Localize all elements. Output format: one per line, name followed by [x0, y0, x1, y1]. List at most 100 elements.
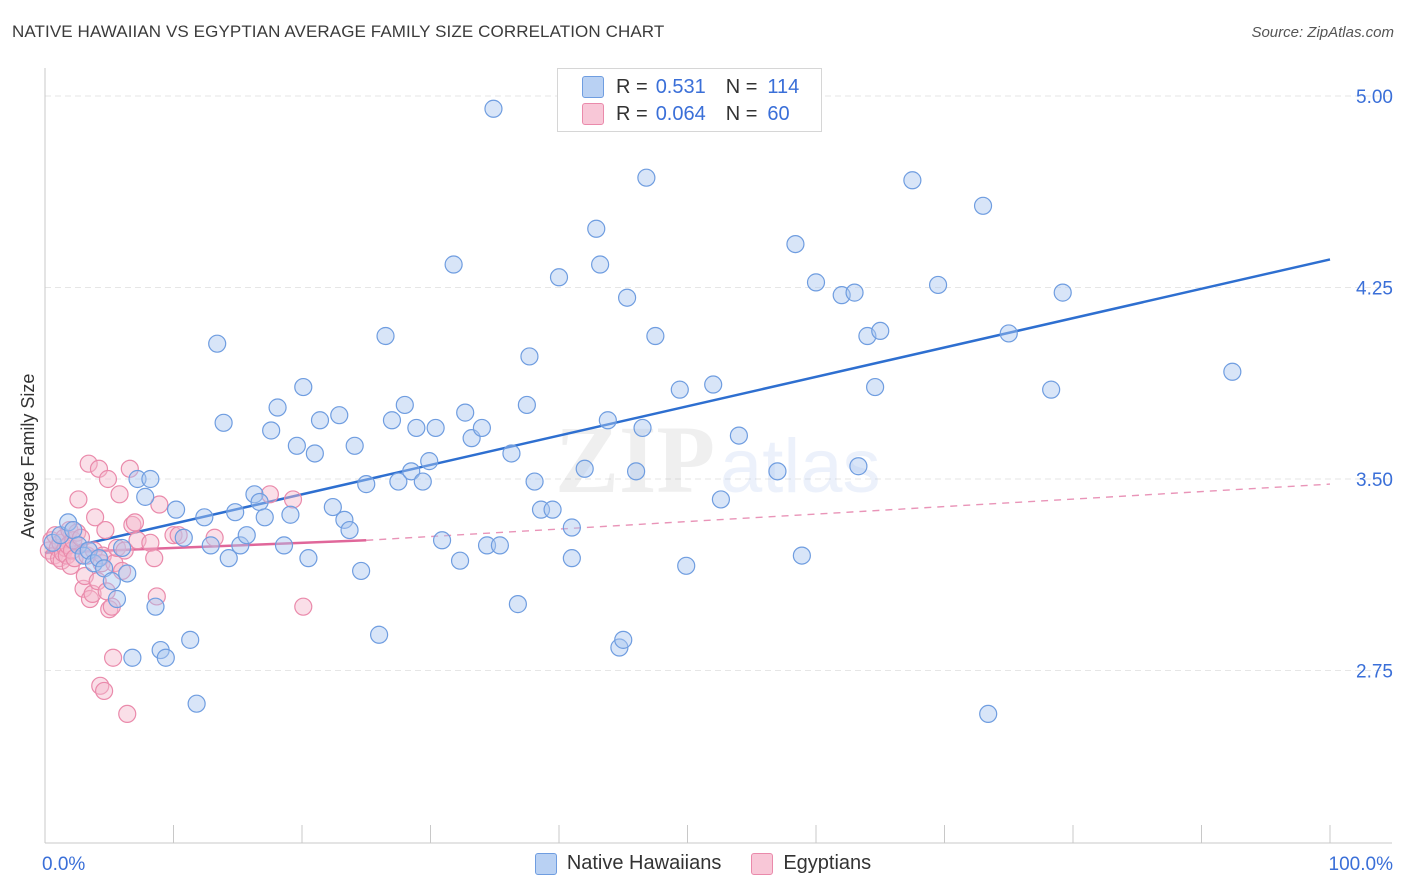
y-tick-label: 2.75 — [1356, 662, 1393, 683]
native-hawaiian-point — [102, 572, 121, 591]
native-hawaiian-point — [849, 457, 868, 476]
correlation-legend: R = 0.531 N = 114 R = 0.064 N = 60 — [557, 68, 822, 132]
series-legend: Native Hawaiians Egyptians — [0, 852, 1406, 875]
gridlines — [45, 95, 1390, 671]
legend-n-value: 60 — [767, 102, 790, 125]
legend-r-value: 0.531 — [655, 75, 706, 98]
native-hawaiian-point — [340, 520, 359, 540]
native-hawaiian-point — [174, 528, 193, 547]
native-hawaiian-point — [74, 546, 93, 565]
native-hawaiian-point — [845, 283, 864, 302]
native-hawaiian-point — [305, 444, 324, 463]
native-hawaiian-point — [806, 273, 826, 292]
egyptian-point — [92, 554, 111, 573]
native-hawaiian-point — [903, 171, 922, 190]
native-hawaiian-point — [330, 406, 349, 425]
native-hawaiian-point — [587, 219, 606, 238]
native-hawaiian-point — [323, 497, 342, 517]
native-hawaiian-point — [646, 326, 665, 346]
legend-item-egypt[interactable]: Egyptians — [751, 852, 871, 875]
egyptian-point — [96, 520, 115, 540]
egyptians-trend-line — [44, 539, 367, 555]
native-swatch — [582, 76, 604, 98]
native-hawaiian-point — [123, 648, 142, 667]
y-tick-label: 4.25 — [1356, 279, 1393, 300]
native-hawaiian-point — [549, 268, 569, 287]
native-hawaiian-point — [786, 234, 805, 254]
native-hawaiian-point — [1042, 380, 1061, 399]
native-hawaiian-point — [237, 526, 256, 545]
native-hawaiian-point — [432, 531, 452, 550]
native-hawaiian-point — [274, 536, 294, 555]
native-hawaiian-point — [389, 472, 408, 491]
egyptians-points — [39, 454, 313, 724]
native-hawaiian-point — [141, 469, 160, 489]
egyptian-point — [283, 490, 303, 509]
native-hawaiian-point — [711, 490, 731, 509]
native-hawaiian-point — [128, 469, 147, 489]
native-hawaiian-point — [370, 625, 389, 644]
native-hawaiian-point — [413, 472, 432, 491]
egyptian-point — [79, 454, 98, 473]
native-hawaiian-point — [156, 648, 175, 667]
native-hawaiian-point — [208, 334, 227, 353]
native-hawaiian-point — [508, 595, 527, 614]
native-hawaiian-point — [287, 436, 306, 455]
native-hawaiian-point — [214, 413, 233, 432]
egypt-swatch — [751, 852, 774, 875]
egyptian-point — [120, 459, 139, 478]
trend-lines — [44, 258, 1331, 555]
native-hawaiian-point — [84, 554, 103, 573]
native-hawaiian-point — [64, 520, 83, 540]
watermark-zip: ZIP — [555, 406, 715, 513]
egyptian-point — [100, 600, 119, 619]
native-hawaiian-point — [456, 403, 475, 422]
egyptian-point — [145, 549, 164, 568]
native-hawaiians-points — [43, 99, 1242, 724]
native-hawaiian-point — [107, 589, 127, 609]
native-hawaiian-point — [69, 536, 88, 555]
native-hawaiian-point — [402, 462, 421, 481]
native-hawaiian-point — [43, 533, 62, 552]
native-hawaiians-trend-line — [44, 258, 1331, 555]
native-hawaiian-point — [543, 500, 562, 519]
axis-labels: 2.75 3.50 4.25 5.00 0.0% 100.0% Average Family… — [18, 87, 1393, 875]
native-hawaiian-point — [407, 418, 426, 438]
native-hawaiian-point — [345, 436, 364, 455]
native-hawaiian-point — [250, 492, 269, 512]
native-hawaiian-point — [525, 472, 544, 491]
legend-item-native[interactable]: Native Hawaiians — [534, 852, 722, 875]
native-hawaiian-point — [268, 398, 287, 417]
native-hawaiian-point — [219, 549, 238, 568]
native-hawaiian-point — [472, 418, 491, 438]
native-hawaiian-point — [255, 508, 274, 527]
native-hawaiian-point — [768, 462, 787, 481]
egyptian-point — [110, 485, 129, 504]
native-hawaiian-point — [201, 536, 220, 555]
native-hawaiian-point — [792, 546, 811, 565]
native-hawaiian-point — [999, 324, 1018, 343]
native-hawaiian-point — [1053, 283, 1072, 302]
egyptian-point — [86, 508, 105, 527]
native-hawaiian-point — [729, 426, 749, 445]
native-hawaiian-point — [598, 411, 617, 430]
legend-native-label: Native Hawaiians — [566, 852, 722, 874]
native-hawaiian-point — [928, 275, 948, 295]
native-hawaiian-point — [502, 444, 521, 463]
native-hawaiian-point — [294, 377, 313, 397]
native-hawaiian-point — [376, 326, 395, 346]
legend-r-label: R = — [616, 75, 648, 98]
native-hawaiian-point — [146, 597, 165, 616]
native-hawaiian-point — [626, 462, 646, 481]
native-hawaiian-point — [871, 321, 890, 341]
native-hawaiian-point — [562, 549, 581, 568]
native-hawaiian-point — [187, 694, 206, 713]
legend-row-native: R = 0.531 N = 114 — [582, 74, 799, 100]
legend-row-egypt: R = 0.064 N = 60 — [582, 101, 790, 127]
egyptian-point — [69, 490, 88, 509]
x-tick-label-max: 100.0% — [1329, 854, 1394, 875]
native-hawaiian-point — [517, 395, 536, 415]
native-hawaiian-point — [118, 564, 137, 583]
native-hawaiian-point — [979, 704, 998, 724]
